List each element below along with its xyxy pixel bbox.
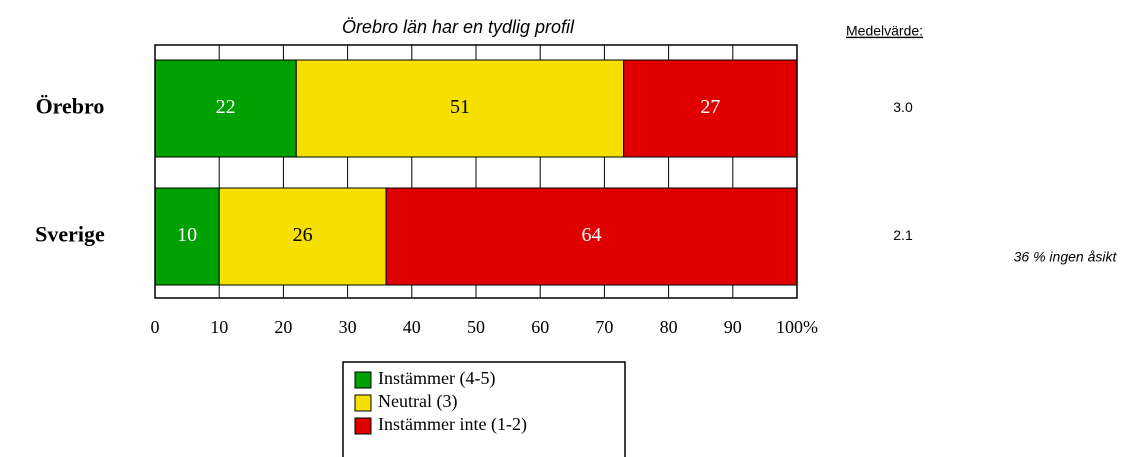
legend-label: Instämmer inte (1-2) xyxy=(378,414,527,435)
bar-segment xyxy=(385,187,798,286)
mean-title: Medelvärde: xyxy=(846,23,923,39)
x-tick-label: 20 xyxy=(274,317,292,337)
legend-swatch xyxy=(354,371,372,389)
legend-box xyxy=(342,361,626,457)
x-tick-label: 40 xyxy=(403,317,421,337)
mean-value: 3.0 xyxy=(893,99,913,115)
x-tick-label: 70 xyxy=(595,317,613,337)
data-label: 22 xyxy=(216,96,236,118)
bar-segment xyxy=(154,187,220,286)
legend-swatch xyxy=(354,417,372,435)
annotation: 36 % ingen åsikt xyxy=(1014,249,1118,265)
x-tick-label: 10 xyxy=(210,317,228,337)
data-label: 26 xyxy=(293,224,313,246)
chart-title: Örebro län har en tydlig profil xyxy=(342,17,575,37)
x-tick-label: 80 xyxy=(660,317,678,337)
x-tick-label: 30 xyxy=(339,317,357,337)
category-label: Örebro xyxy=(36,94,105,119)
plot-border xyxy=(154,44,798,299)
x-tick-label: 100% xyxy=(776,317,818,337)
x-tick-label: 0 xyxy=(151,317,160,337)
mean-value: 2.1 xyxy=(893,227,913,243)
bar-segment xyxy=(623,59,798,158)
bar-segment xyxy=(218,187,387,286)
data-label: 64 xyxy=(582,224,602,246)
x-tick-label: 50 xyxy=(467,317,485,337)
legend-label: Neutral (3) xyxy=(378,391,457,412)
legend-label: Instämmer (4-5) xyxy=(378,368,495,389)
data-label: 10 xyxy=(177,224,197,246)
legend-swatch xyxy=(354,394,372,412)
bar-segment xyxy=(154,59,297,158)
x-tick-label: 90 xyxy=(724,317,742,337)
x-tick-label: 60 xyxy=(531,317,549,337)
category-label: Sverige xyxy=(35,222,105,247)
data-label: 51 xyxy=(450,96,470,118)
data-label: 27 xyxy=(700,96,720,118)
